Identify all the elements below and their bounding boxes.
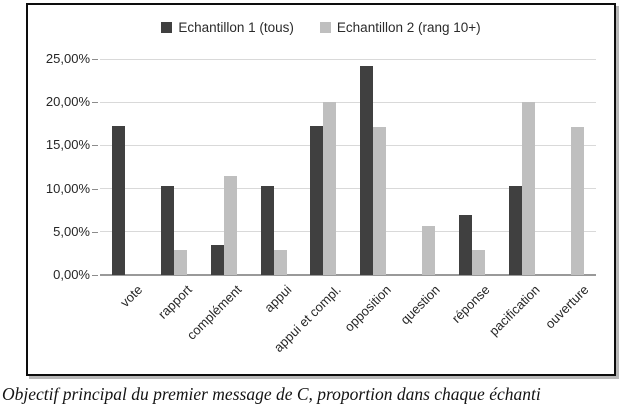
legend-marker-icon	[319, 22, 331, 33]
x-axis-label: question	[397, 282, 444, 328]
x-axis-line	[100, 274, 596, 276]
bar-group	[100, 59, 150, 275]
y-axis-tick	[92, 145, 98, 147]
y-axis-label: 0,00%	[53, 267, 90, 282]
bar-series-1	[111, 126, 125, 275]
bar-group	[249, 59, 299, 275]
y-axis-tick	[92, 275, 98, 276]
y-axis-label: 20,00%	[45, 94, 90, 110]
bar-group	[348, 59, 398, 275]
gridline	[100, 231, 596, 233]
gridline	[100, 144, 596, 146]
x-axis-label: opposition	[340, 282, 394, 335]
x-axis-label: appui	[261, 282, 295, 316]
legend-label: Echantillon 2 (rang 10+)	[336, 20, 481, 35]
bar-series-1	[458, 215, 472, 275]
x-axis-label: pacification	[485, 282, 543, 339]
bar-series-1	[210, 245, 224, 275]
bar-series-2	[422, 226, 436, 275]
y-axis-tick	[92, 102, 98, 104]
legend-item-1: Echantillon 1 (tous)	[161, 20, 294, 35]
bar-group	[150, 59, 200, 275]
y-axis-label: 25,00%	[45, 51, 90, 66]
gridline	[100, 58, 596, 60]
x-axis-label: réponse	[448, 282, 493, 326]
legend-label: Echantillon 1 (tous)	[178, 20, 294, 35]
bar-group	[398, 59, 448, 275]
legend-marker-icon	[161, 22, 173, 33]
y-axis-tick	[92, 231, 98, 233]
legend-item-2: Echantillon 2 (rang 10+)	[319, 20, 481, 35]
bar-series-1	[260, 186, 274, 275]
bar-series-1	[359, 66, 373, 275]
bar-series-2	[471, 250, 485, 275]
bar-series-2	[223, 176, 237, 275]
x-axis-label: vote	[117, 282, 146, 310]
bar-series-2	[273, 250, 287, 275]
bar-series-1	[310, 126, 324, 275]
y-axis-label: 15,00%	[45, 137, 90, 153]
bar-series-2	[521, 102, 535, 275]
legend: Echantillon 1 (tous) Echantillon 2 (rang …	[28, 20, 614, 35]
gridline	[100, 101, 596, 103]
figure-caption: Objectif principal du premier message de…	[2, 384, 541, 404]
y-axis-label: 5,00%	[53, 223, 90, 239]
bar-series-2	[323, 102, 337, 275]
bar-series-2	[571, 127, 585, 275]
bar-series-2	[372, 127, 386, 275]
y-axis-label: 10,00%	[45, 180, 90, 196]
bar-series-1	[161, 186, 175, 275]
bar-series-1	[508, 186, 522, 275]
bar-group	[447, 59, 497, 275]
y-axis-tick	[92, 188, 98, 190]
bar-group	[546, 59, 596, 275]
chart-figure: Echantillon 1 (tous) Echantillon 2 (rang …	[26, 3, 616, 376]
gridline	[100, 188, 596, 190]
bar-group	[199, 59, 249, 275]
bar-group	[497, 59, 547, 275]
bar-series-2	[174, 250, 188, 275]
plot-area	[100, 58, 596, 276]
x-axis-label: ouverture	[542, 282, 592, 332]
y-axis-tick	[92, 59, 98, 60]
x-axis-label: rapport	[155, 282, 196, 322]
bar-group	[298, 59, 348, 275]
